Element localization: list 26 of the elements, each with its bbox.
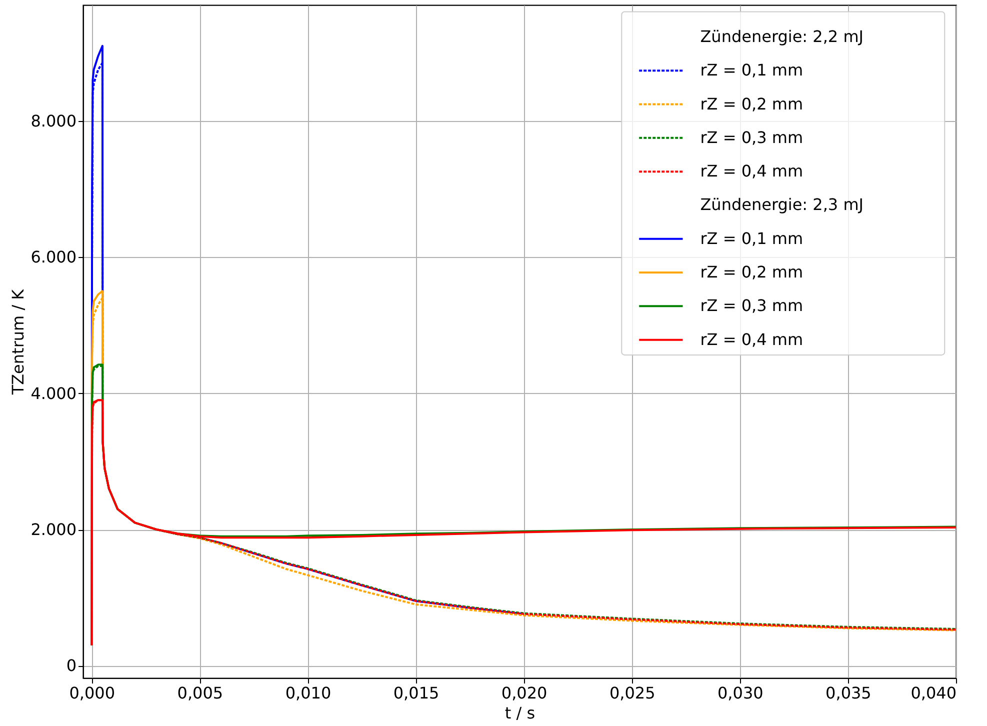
- text: Zündenergie: 2,2 mJ: [700, 26, 864, 46]
- x-tick-label: 0,005: [177, 684, 224, 702]
- legend-label: rZ = 0,4 mm: [700, 330, 804, 349]
- legend-label: rZ = 0,4 mm: [700, 162, 804, 181]
- y-tick-label: 2.000: [30, 520, 76, 540]
- text: Zündenergie: 2,3 mJ: [700, 195, 864, 214]
- legend-label: rZ = 0,3 mm: [700, 296, 804, 316]
- x-tick-label: 0,020: [501, 684, 548, 702]
- x-tick-label: 0,015: [393, 684, 440, 702]
- legend-label: rZ = 0,2 mm: [700, 262, 804, 282]
- y-tick-label: 4.000: [30, 384, 76, 403]
- legend-label: rZ = 0,1 mm: [700, 228, 804, 248]
- x-tick-label: 0,030: [718, 684, 764, 702]
- x-tick-label: 0,025: [609, 684, 656, 702]
- x-axis-title: t / s: [504, 704, 536, 722]
- x-tick-label: 0,040: [910, 684, 956, 702]
- legend-label: rZ = 0,1 mm: [700, 60, 804, 80]
- y-tick-label: 8.000: [30, 111, 76, 130]
- x-tick-label: 0,035: [826, 684, 872, 702]
- legend-label: rZ = 0,2 mm: [700, 94, 804, 114]
- x-tick-label: 0,000: [69, 684, 116, 702]
- y-axis-title: TZentrum / K: [8, 288, 28, 396]
- y-tick-label: 6.000: [30, 248, 76, 267]
- x-tick-label: 0,010: [285, 684, 332, 702]
- y-tick-label: 0: [66, 656, 76, 676]
- legend-label: rZ = 0,3 mm: [700, 128, 804, 147]
